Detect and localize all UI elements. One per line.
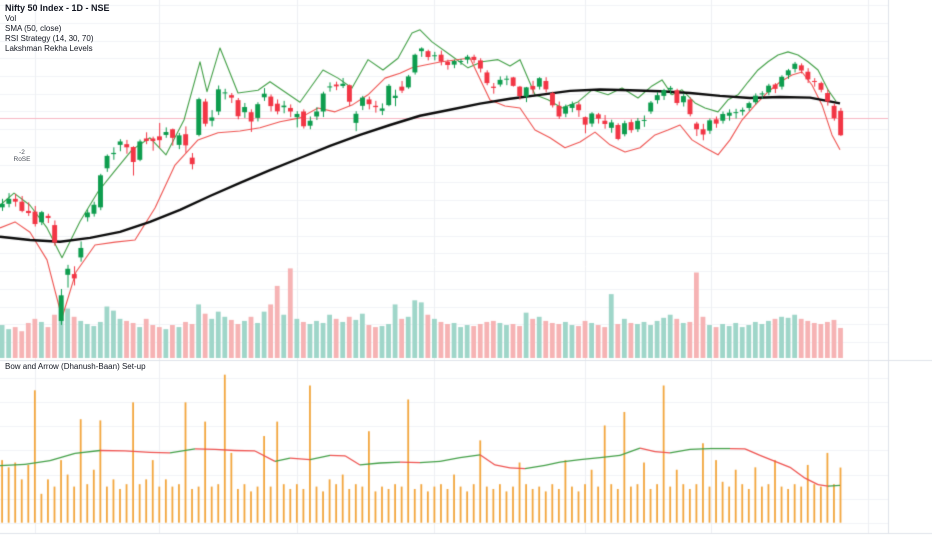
main-chart-legend: Nifty 50 Index - 1D - NSE Vol SMA (50, c… <box>5 3 110 53</box>
lower-pane-title[interactable]: Bow and Arrow (Dhanush-Baan) Set-up <box>5 362 146 371</box>
annotation-label: RoSE <box>13 156 31 163</box>
time-axis[interactable]: Apr71522May8142026Jun6121824Jul7111723Au… <box>0 533 932 550</box>
symbol-title[interactable]: Nifty 50 Index - 1D - NSE <box>5 3 110 13</box>
legend-sma[interactable]: SMA (50, close) <box>5 24 62 33</box>
annotation-value: -2 <box>19 149 25 156</box>
chart-annotation: -2 RoSE <box>10 149 34 163</box>
legend-volume[interactable]: Vol <box>5 14 17 23</box>
legend-lakshman-rekha[interactable]: Lakshman Rekha Levels <box>5 44 93 53</box>
legend-rsi-strategy[interactable]: RSI Strategy (14, 30, 70) <box>5 34 94 43</box>
price-axis[interactable]: 26,250.0026,000.0025,750.0025,500.0025,2… <box>888 0 932 533</box>
